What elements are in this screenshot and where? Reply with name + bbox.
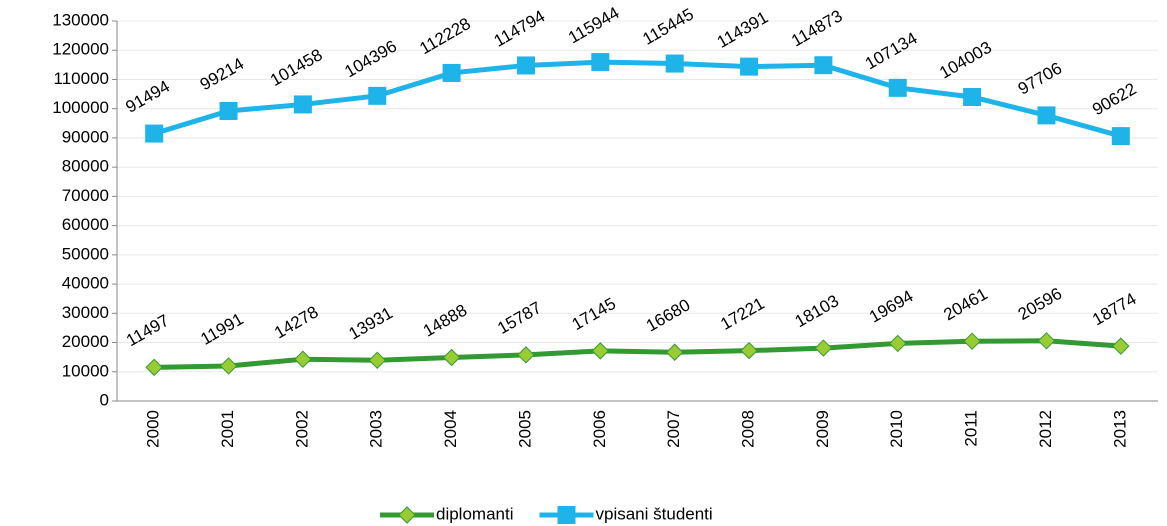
y-tick-label: 50000 [62, 244, 109, 263]
marker [888, 78, 907, 97]
y-tick-label: 120000 [52, 40, 109, 59]
y-tick-label: 80000 [62, 157, 109, 176]
data-label: 115445 [639, 5, 697, 49]
marker [740, 57, 759, 76]
y-tick-label: 90000 [62, 127, 109, 146]
marker [368, 351, 386, 369]
data-label: 17221 [717, 294, 767, 334]
legend-marker [398, 506, 416, 524]
y-tick-label: 10000 [62, 361, 109, 380]
x-tick-label: 2004 [441, 410, 460, 448]
marker [442, 63, 461, 82]
y-tick-label: 60000 [62, 215, 109, 234]
marker [963, 87, 982, 106]
data-label: 18774 [1089, 289, 1139, 329]
marker [1112, 337, 1130, 355]
legend-label: diplomanti [436, 504, 514, 523]
marker [889, 334, 907, 353]
x-tick-label: 2006 [590, 410, 609, 448]
data-label: 115944 [565, 3, 623, 47]
legend-item: vpisani študenti [539, 504, 713, 524]
marker [814, 339, 833, 357]
data-label: 107134 [862, 29, 921, 74]
data-label: 13931 [346, 303, 396, 343]
y-tick-label: 30000 [62, 303, 109, 322]
x-tick-label: 2009 [813, 410, 832, 448]
marker [517, 346, 535, 364]
legend-marker [557, 506, 576, 524]
data-label: 114794 [491, 6, 549, 50]
y-tick-label: 110000 [54, 69, 109, 88]
marker [219, 357, 238, 375]
x-tick-label: 2013 [1110, 410, 1129, 448]
marker [591, 342, 610, 360]
marker [368, 86, 387, 105]
marker [814, 56, 833, 75]
data-label: 91494 [122, 77, 172, 117]
series-line [154, 338, 1122, 370]
data-label: 20596 [1015, 284, 1065, 324]
data-label: 11497 [123, 311, 172, 350]
marker [1037, 332, 1056, 350]
data-label: 104396 [341, 37, 400, 82]
y-tick-label: 130000 [52, 10, 109, 29]
x-tick-label: 2001 [218, 410, 237, 448]
marker [1037, 106, 1056, 125]
data-label: 90622 [1089, 79, 1139, 119]
x-tick-label: 2012 [1036, 410, 1055, 448]
marker [442, 348, 461, 367]
data-label: 99214 [197, 54, 247, 94]
x-tick-label: 2002 [292, 410, 311, 448]
marker [740, 341, 758, 360]
data-label: 114873 [788, 6, 846, 50]
y-tick-label: 20000 [62, 332, 109, 351]
data-label: 18103 [792, 291, 842, 331]
marker [293, 95, 312, 114]
marker [963, 332, 981, 350]
data-label: 19694 [866, 287, 916, 327]
data-label: 15787 [494, 298, 544, 338]
marker [1111, 127, 1130, 146]
y-tick-label: 70000 [62, 186, 109, 205]
x-tick-label: 2005 [515, 410, 534, 448]
marker [219, 101, 238, 120]
data-label: 17145 [569, 294, 619, 334]
marker [665, 343, 684, 361]
data-label: 97706 [1015, 58, 1065, 98]
x-tick-label: 2010 [887, 410, 906, 448]
x-tick-label: 2000 [144, 410, 163, 448]
series-line [153, 59, 1122, 139]
marker [665, 54, 684, 73]
grid [117, 20, 1158, 373]
marker [591, 53, 610, 72]
x-tick-label: 2008 [739, 410, 758, 448]
data-label: 14278 [271, 302, 321, 342]
x-tick-label: 2011 [962, 410, 981, 447]
marker [294, 350, 312, 368]
x-tick-label: 2003 [367, 410, 386, 448]
y-tick-label: 100000 [52, 98, 109, 117]
y-tick-label: 0 [100, 390, 109, 409]
x-tick-label: 2007 [664, 410, 683, 448]
marker [145, 124, 164, 143]
legend-item: diplomanti [380, 504, 514, 524]
marker [145, 358, 163, 377]
data-label: 104003 [936, 38, 995, 83]
data-label: 16680 [643, 295, 693, 335]
legend-label: vpisani študenti [596, 504, 713, 523]
data-label: 114391 [714, 8, 772, 52]
y-tick-label: 40000 [62, 274, 109, 293]
marker [516, 56, 535, 75]
data-label: 14888 [420, 301, 470, 341]
data-label: 101458 [267, 45, 326, 90]
data-label: 20461 [940, 284, 990, 324]
